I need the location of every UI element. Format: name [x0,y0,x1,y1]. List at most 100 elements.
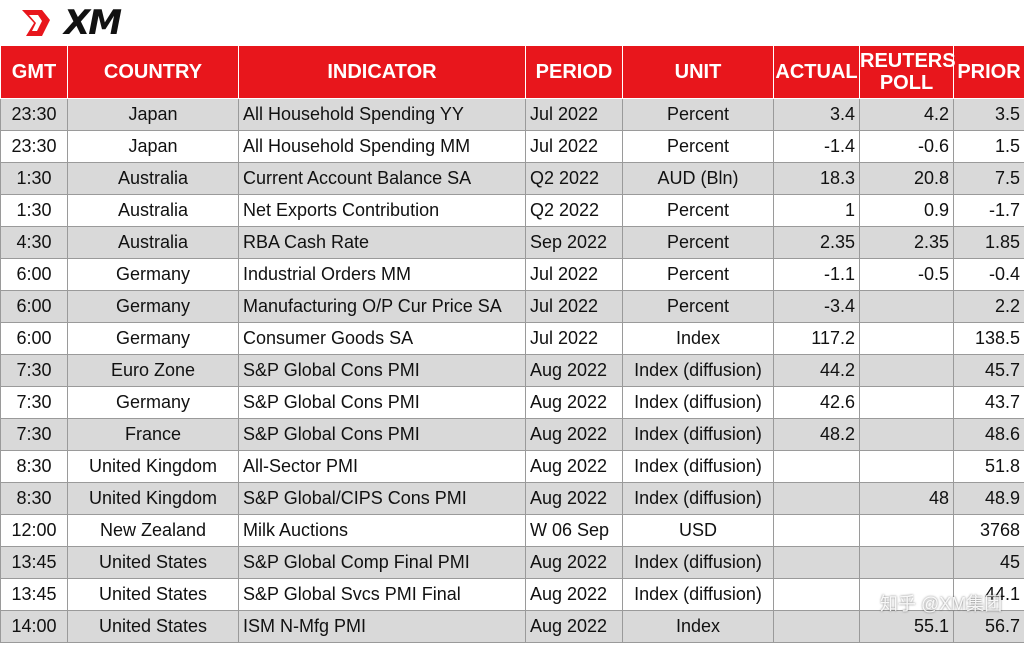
cell-period: Jul 2022 [525,130,623,163]
cell-prior: 51.8 [953,450,1024,483]
table-row: 12:00 New Zealand Milk Auctions W 06 Sep USD… [0,514,1024,547]
table-row: 6:00 Germany Consumer Goods SA Jul 2022 Inde… [0,322,1024,355]
cell-prior: 48.9 [953,482,1024,515]
cell-gmt: 23:30 [0,130,68,163]
cell-gmt: 23:30 [0,98,68,131]
cell-unit: Percent [622,98,774,131]
cell-gmt: 8:30 [0,482,68,515]
cell-country: New Zealand [67,514,239,547]
cell-reuters-poll: 48 [859,482,954,515]
cell-gmt: 14:00 [0,610,68,643]
cell-gmt: 7:30 [0,386,68,419]
cell-country: Germany [67,258,239,291]
col-header-poll-line2: POLL [879,72,934,94]
col-header-country: COUNTRY [67,45,239,99]
table-row: 13:45 United States S&P Global Comp Final … [0,546,1024,579]
cell-prior: 48.6 [953,418,1024,451]
cell-period: Jul 2022 [525,98,623,131]
cell-gmt: 7:30 [0,354,68,387]
table-row: 7:30 France S&P Global Cons PMI Aug 2022 Ind… [0,418,1024,451]
cell-period: Aug 2022 [525,418,623,451]
cell-prior: -1.7 [953,194,1024,227]
cell-period: Aug 2022 [525,578,623,611]
table-row: 7:30 Germany S&P Global Cons PMI Aug 2022 In… [0,386,1024,419]
cell-unit: Index (diffusion) [622,546,774,579]
col-header-poll-line1: REUTERS [860,50,956,72]
cell-actual [773,578,860,611]
cell-country: Japan [67,130,239,163]
cell-prior: 1.85 [953,226,1024,259]
cell-country: Australia [67,194,239,227]
cell-prior: -0.4 [953,258,1024,291]
cell-gmt: 1:30 [0,194,68,227]
cell-period: Aug 2022 [525,610,623,643]
cell-unit: Percent [622,130,774,163]
cell-country: United Kingdom [67,482,239,515]
cell-unit: USD [622,514,774,547]
cell-period: Jul 2022 [525,322,623,355]
col-header-actual: ACTUAL [773,45,860,99]
cell-indicator: All Household Spending YY [238,98,526,131]
table-row: 13:45 United States S&P Global Svcs PMI Fi… [0,578,1024,611]
cell-indicator: All-Sector PMI [238,450,526,483]
cell-country: Germany [67,322,239,355]
cell-actual: -3.4 [773,290,860,323]
cell-prior: 3768 [953,514,1024,547]
cell-reuters-poll [859,450,954,483]
cell-period: Jul 2022 [525,258,623,291]
table-row: 14:00 United States ISM N-Mfg PMI Aug 2022 I… [0,610,1024,643]
cell-prior: 43.7 [953,386,1024,419]
cell-actual: 2.35 [773,226,860,259]
cell-country: United States [67,610,239,643]
cell-unit: Index (diffusion) [622,482,774,515]
col-header-reuters-poll: REUTERS POLL [859,45,956,99]
col-header-unit: UNIT [622,45,774,99]
cell-country: United States [67,578,239,611]
col-header-period: PERIOD [525,45,623,99]
cell-indicator: Net Exports Contribution [238,194,526,227]
cell-reuters-poll: 2.35 [859,226,954,259]
cell-indicator: Manufacturing O/P Cur Price SA [238,290,526,323]
cell-country: Australia [67,226,239,259]
cell-prior: 3.5 [953,98,1024,131]
cell-prior: 45.7 [953,354,1024,387]
cell-reuters-poll [859,418,954,451]
xm-logo-mark-icon [22,10,50,36]
cell-actual: -1.4 [773,130,860,163]
table-row: 8:30 United Kingdom S&P Global/CIPS Cons P… [0,482,1024,515]
col-header-indicator: INDICATOR [238,45,526,99]
cell-unit: Index [622,322,774,355]
cell-actual: 117.2 [773,322,860,355]
xm-logo: XM [20,4,122,42]
table-row: 23:30 Japan All Household Spending MM Jul 2… [0,130,1024,163]
cell-reuters-poll: -0.6 [859,130,954,163]
cell-period: Aug 2022 [525,354,623,387]
cell-period: Aug 2022 [525,450,623,483]
table-row: 1:30 Australia Net Exports Contribution Q2 … [0,194,1024,227]
table-row: 4:30 Australia RBA Cash Rate Sep 2022 Percen… [0,226,1024,259]
cell-reuters-poll [859,354,954,387]
cell-unit: Percent [622,290,774,323]
table-row: 1:30 Australia Current Account Balance SA Q… [0,162,1024,195]
cell-period: Aug 2022 [525,482,623,515]
cell-country: United Kingdom [67,450,239,483]
cell-prior: 2.2 [953,290,1024,323]
cell-indicator: All Household Spending MM [238,130,526,163]
cell-gmt: 8:30 [0,450,68,483]
cell-actual: 3.4 [773,98,860,131]
cell-actual [773,450,860,483]
cell-unit: Index (diffusion) [622,354,774,387]
header-row: GMT COUNTRY INDICATOR PERIOD UNIT ACTUAL… [0,45,1024,99]
cell-reuters-poll: 4.2 [859,98,954,131]
cell-period: Aug 2022 [525,546,623,579]
table-row: 6:00 Germany Industrial Orders MM Jul 2022 P… [0,258,1024,291]
cell-gmt: 13:45 [0,546,68,579]
cell-country: Euro Zone [67,354,239,387]
cell-gmt: 12:00 [0,514,68,547]
cell-indicator: RBA Cash Rate [238,226,526,259]
cell-actual [773,546,860,579]
cell-period: Aug 2022 [525,386,623,419]
cell-indicator: S&P Global Svcs PMI Final [238,578,526,611]
cell-country: United States [67,546,239,579]
table-row: 6:00 Germany Manufacturing O/P Cur Price S… [0,290,1024,323]
